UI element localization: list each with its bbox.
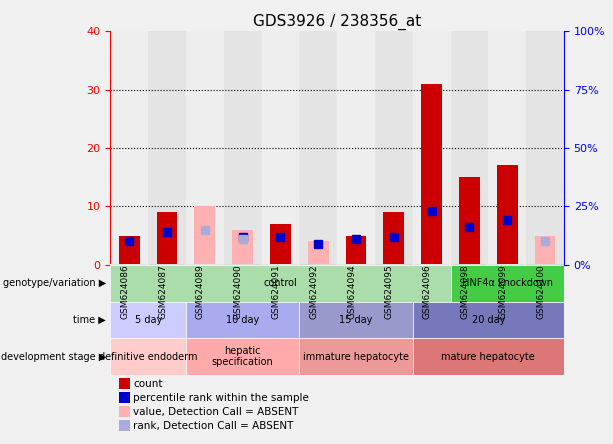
Text: GSM624096: GSM624096 bbox=[422, 264, 432, 319]
Bar bbox=[375, 31, 413, 265]
Bar bbox=[194, 206, 215, 265]
Bar bbox=[451, 265, 564, 301]
Text: time ▶: time ▶ bbox=[73, 315, 106, 325]
Bar bbox=[120, 392, 131, 403]
Text: GSM624094: GSM624094 bbox=[347, 264, 356, 319]
Text: GSM624092: GSM624092 bbox=[309, 264, 318, 319]
Bar bbox=[526, 31, 564, 265]
Bar bbox=[262, 31, 299, 265]
Text: control: control bbox=[264, 278, 297, 288]
Text: count: count bbox=[133, 379, 162, 389]
Bar bbox=[186, 301, 299, 338]
Bar bbox=[119, 236, 140, 265]
Bar bbox=[186, 31, 224, 265]
Bar bbox=[110, 265, 451, 301]
Text: 20 day: 20 day bbox=[471, 315, 505, 325]
Text: development stage ▶: development stage ▶ bbox=[1, 352, 106, 362]
Text: value, Detection Call = ABSENT: value, Detection Call = ABSENT bbox=[133, 407, 299, 417]
Bar bbox=[232, 230, 253, 265]
Bar bbox=[346, 236, 367, 265]
Text: GSM624095: GSM624095 bbox=[385, 264, 394, 319]
Bar bbox=[120, 378, 131, 389]
Bar bbox=[413, 31, 451, 265]
Bar bbox=[110, 31, 148, 265]
Bar bbox=[299, 31, 337, 265]
Bar bbox=[157, 212, 177, 265]
Text: mature hepatocyte: mature hepatocyte bbox=[441, 352, 535, 362]
Bar bbox=[337, 31, 375, 265]
Bar bbox=[110, 301, 186, 338]
Text: immature hepatocyte: immature hepatocyte bbox=[303, 352, 409, 362]
Text: GSM624087: GSM624087 bbox=[158, 264, 167, 319]
Bar bbox=[421, 83, 442, 265]
Text: genotype/variation ▶: genotype/variation ▶ bbox=[2, 278, 106, 288]
Text: 5 day: 5 day bbox=[134, 315, 162, 325]
Bar bbox=[120, 420, 131, 431]
Bar bbox=[148, 31, 186, 265]
Bar bbox=[224, 31, 262, 265]
Bar bbox=[299, 301, 413, 338]
Bar bbox=[413, 301, 564, 338]
Text: GSM624086: GSM624086 bbox=[120, 264, 129, 319]
Bar bbox=[186, 338, 299, 375]
Title: GDS3926 / 238356_at: GDS3926 / 238356_at bbox=[253, 13, 421, 30]
Text: 15 day: 15 day bbox=[340, 315, 373, 325]
Text: 10 day: 10 day bbox=[226, 315, 259, 325]
Text: GSM624089: GSM624089 bbox=[196, 264, 205, 319]
Bar bbox=[384, 212, 404, 265]
Text: GSM624099: GSM624099 bbox=[498, 264, 507, 319]
Text: hepatic
specification: hepatic specification bbox=[211, 346, 273, 368]
Text: definitive endoderm: definitive endoderm bbox=[99, 352, 197, 362]
Text: HNF4α knockdown: HNF4α knockdown bbox=[462, 278, 553, 288]
Bar bbox=[110, 338, 186, 375]
Text: rank, Detection Call = ABSENT: rank, Detection Call = ABSENT bbox=[133, 421, 294, 431]
Text: percentile rank within the sample: percentile rank within the sample bbox=[133, 393, 309, 403]
Bar bbox=[535, 236, 555, 265]
Bar bbox=[497, 166, 517, 265]
Bar bbox=[308, 242, 329, 265]
Bar bbox=[120, 406, 131, 417]
Text: GSM624098: GSM624098 bbox=[460, 264, 470, 319]
Text: GSM624090: GSM624090 bbox=[234, 264, 243, 319]
Bar bbox=[489, 31, 526, 265]
Text: GSM624100: GSM624100 bbox=[536, 264, 545, 319]
Bar bbox=[270, 224, 291, 265]
Bar bbox=[451, 31, 489, 265]
Text: GSM624091: GSM624091 bbox=[272, 264, 281, 319]
Bar bbox=[299, 338, 413, 375]
Bar bbox=[413, 338, 564, 375]
Bar bbox=[459, 177, 480, 265]
